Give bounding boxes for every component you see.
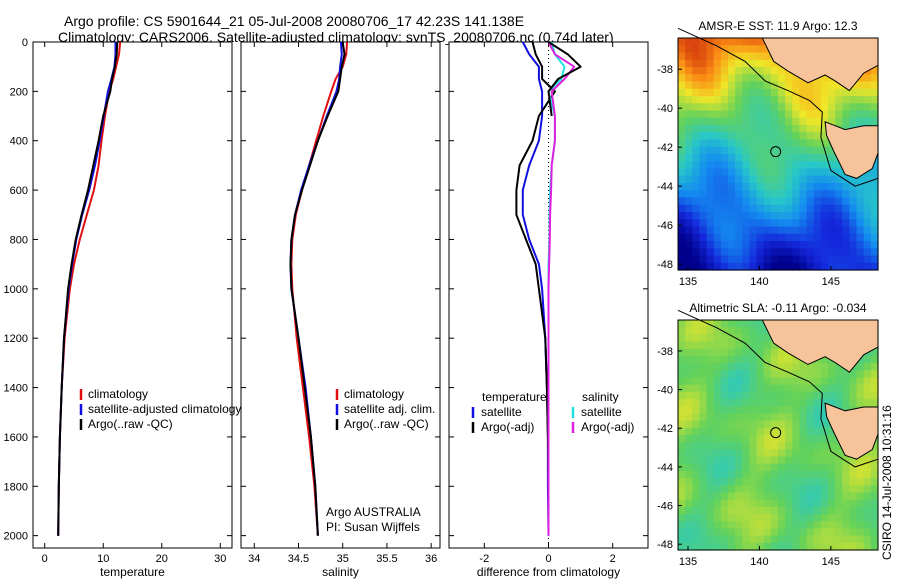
series-line-magenta	[547, 41, 576, 536]
map-y-tick-label: -38	[657, 346, 673, 358]
map-y-tick-label: -44	[657, 462, 673, 474]
legend-entry: Argo(..raw -QC)	[344, 417, 429, 431]
series-line-black	[547, 41, 582, 117]
map-y-tick-label: -48	[657, 539, 673, 551]
series-line-black	[289, 41, 346, 536]
map-frame-sla	[677, 319, 879, 551]
map-y-tick-label: -40	[657, 385, 673, 397]
map-x-tick-label: 140	[750, 556, 768, 568]
x-tick-label: 35.5	[376, 553, 397, 565]
legend-entry: Argo(-adj)	[581, 420, 634, 434]
profile-panel-frame-1	[240, 41, 441, 549]
y-tick-label: 2000	[4, 531, 28, 543]
float-position-marker	[770, 427, 782, 439]
x-tick-label: 30	[214, 553, 226, 565]
map-x-tick-label: 135	[679, 556, 697, 568]
legend-entry: satellite	[481, 405, 522, 419]
map-x-tick-label: 145	[822, 276, 840, 288]
y-tick-label: 200	[10, 86, 28, 98]
figure-title-line1: Argo profile: CS 5901644_21 05-Jul-2008 …	[64, 13, 525, 29]
map-y-tick-label: -40	[657, 103, 673, 115]
float-position-marker	[770, 146, 782, 158]
map-y-tick-label: -46	[657, 501, 673, 513]
legend-entry: satellite	[581, 405, 622, 419]
legend-entry: climatology	[88, 387, 148, 401]
y-tick-label: 600	[10, 185, 28, 197]
legend-entry: Argo(-adj)	[481, 420, 534, 434]
shelf-contour	[677, 27, 879, 187]
x-tick-label: 36	[425, 553, 437, 565]
map-y-tick-label: -38	[657, 64, 673, 76]
y-tick-label: 0	[22, 37, 28, 49]
map-y-tick-label: -44	[657, 181, 673, 193]
map-frame-sst	[677, 37, 879, 271]
x-tick-label: 34	[248, 553, 260, 565]
legend-header: temperature	[482, 390, 547, 404]
land-tasmania	[824, 121, 879, 179]
legend-entry: climatology	[344, 387, 404, 401]
legend-entry: Argo(..raw -QC)	[88, 417, 173, 431]
annotation-line: PI: Susan Wijffels	[326, 520, 420, 534]
y-tick-label: 1800	[4, 481, 28, 493]
x-tick-label: 35	[337, 553, 349, 565]
x-tick-label: 2	[610, 553, 616, 565]
series-line-black	[57, 41, 119, 536]
x-tick-label: 0	[545, 553, 551, 565]
shelf-contour	[677, 309, 879, 468]
series-line-black	[515, 41, 556, 536]
x-tick-label: -2	[479, 553, 489, 565]
x-axis-label: difference from climatology	[477, 565, 620, 579]
x-tick-label: 34.5	[288, 553, 309, 565]
map-x-tick-label: 140	[750, 276, 768, 288]
land-tasmania	[824, 402, 879, 460]
y-tick-label: 1600	[4, 432, 28, 444]
map-x-tick-label: 145	[822, 556, 840, 568]
map-x-tick-label: 135	[679, 276, 697, 288]
map-y-tick-label: -42	[657, 142, 673, 154]
y-tick-label: 800	[10, 234, 28, 246]
x-tick-label: 0	[42, 553, 48, 565]
y-tick-label: 1200	[4, 333, 28, 345]
map-y-tick-label: -42	[657, 423, 673, 435]
legend-entry: satellite-adjusted climatology	[88, 402, 241, 416]
annotation-line: Argo AUSTRALIA	[326, 505, 421, 519]
x-axis-label: salinity	[322, 565, 359, 579]
legend-entry: satellite adj. clim.	[344, 402, 435, 416]
y-tick-label: 400	[10, 136, 28, 148]
x-axis-label: temperature	[100, 565, 165, 579]
x-tick-label: 10	[97, 553, 109, 565]
legend-header: salinity	[582, 390, 619, 404]
y-tick-label: 1000	[4, 284, 28, 296]
y-tick-label: 1400	[4, 383, 28, 395]
figure-title-line2: Climatology: CARS2006. Satellite-adjuste…	[58, 29, 614, 45]
map-y-tick-label: -46	[657, 220, 673, 232]
map-title: Altimetric SLA: -0.11 Argo: -0.034	[689, 301, 867, 315]
map-y-tick-label: -48	[657, 259, 673, 271]
x-tick-label: 20	[156, 553, 168, 565]
profile-panel-frame-0	[32, 41, 233, 549]
map-title: AMSR-E SST: 11.9 Argo: 12.3	[698, 19, 858, 33]
